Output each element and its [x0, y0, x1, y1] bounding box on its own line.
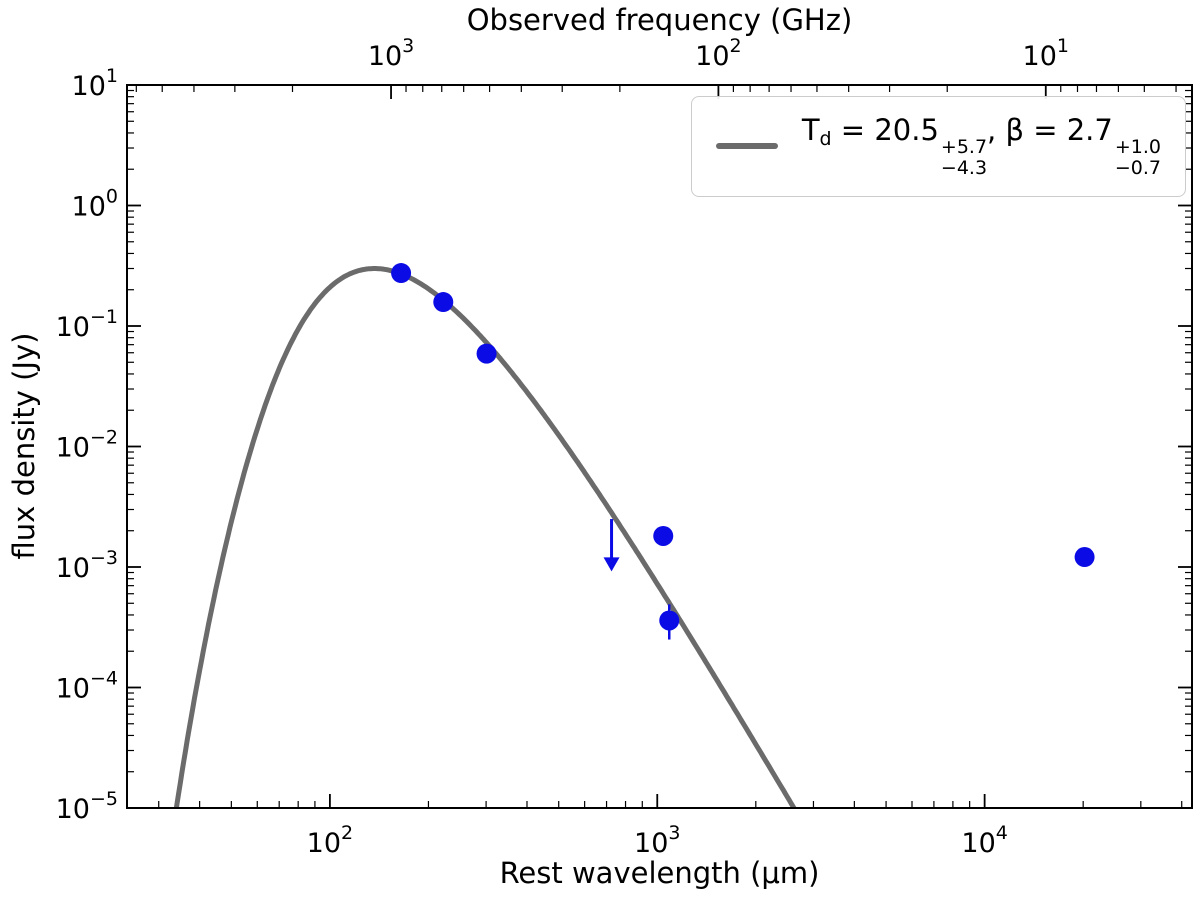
svg-text:10−3: 10−3 — [56, 547, 118, 584]
x-axis-title: Rest wavelength (μm) — [499, 856, 820, 890]
svg-text:10−5: 10−5 — [56, 788, 118, 825]
legend-beta-err-minus: −0.7 — [1114, 157, 1161, 180]
model-line-sample — [715, 143, 778, 150]
legend-T-subscript: d — [819, 128, 832, 150]
data-point — [1074, 547, 1095, 568]
top-axis-title: Observed frequency (GHz) — [466, 3, 853, 37]
svg-text:103: 103 — [634, 822, 680, 859]
svg-text:102: 102 — [695, 35, 741, 72]
legend-beta-value: = 2.7 — [1024, 113, 1113, 147]
svg-text:10−2: 10−2 — [56, 427, 118, 464]
data-point — [391, 263, 412, 284]
legend-beta-symbol: β — [1005, 113, 1024, 147]
upper-limit-arrow — [603, 519, 620, 572]
legend-separator: , — [987, 113, 1006, 147]
svg-text:103: 103 — [368, 35, 414, 72]
svg-text:101: 101 — [72, 65, 118, 102]
legend-label: Td = 20.5 +5.7 −4.3, β = 2.7 +1.0 −0.7 — [802, 113, 1161, 180]
svg-text:10−1: 10−1 — [56, 306, 118, 343]
data-point — [653, 525, 674, 546]
legend-T-err-minus: −4.3 — [940, 157, 988, 180]
data-point — [433, 292, 454, 313]
legend: Td = 20.5 +5.7 −4.3, β = 2.7 +1.0 −0.7 — [690, 96, 1186, 197]
y-axis-title: flux density (Jy) — [7, 332, 41, 560]
legend-T-err-plus: +5.7 — [940, 136, 988, 158]
legend-beta-errors: +1.0 −0.7 — [1114, 136, 1161, 180]
legend-beta-err-plus: +1.0 — [1114, 136, 1161, 158]
svg-text:102: 102 — [307, 822, 353, 859]
data-point — [659, 610, 680, 631]
svg-text:100: 100 — [72, 186, 118, 223]
legend-T-errors: +5.7 −4.3 — [940, 136, 988, 180]
svg-text:104: 104 — [961, 822, 1007, 859]
svg-text:10−4: 10−4 — [56, 668, 118, 705]
legend-T-symbol: T — [801, 113, 820, 147]
data-point — [476, 343, 497, 364]
model-curve — [173, 266, 797, 808]
svg-text:101: 101 — [1023, 35, 1069, 72]
legend-T-value: = 20.5 — [831, 113, 939, 147]
